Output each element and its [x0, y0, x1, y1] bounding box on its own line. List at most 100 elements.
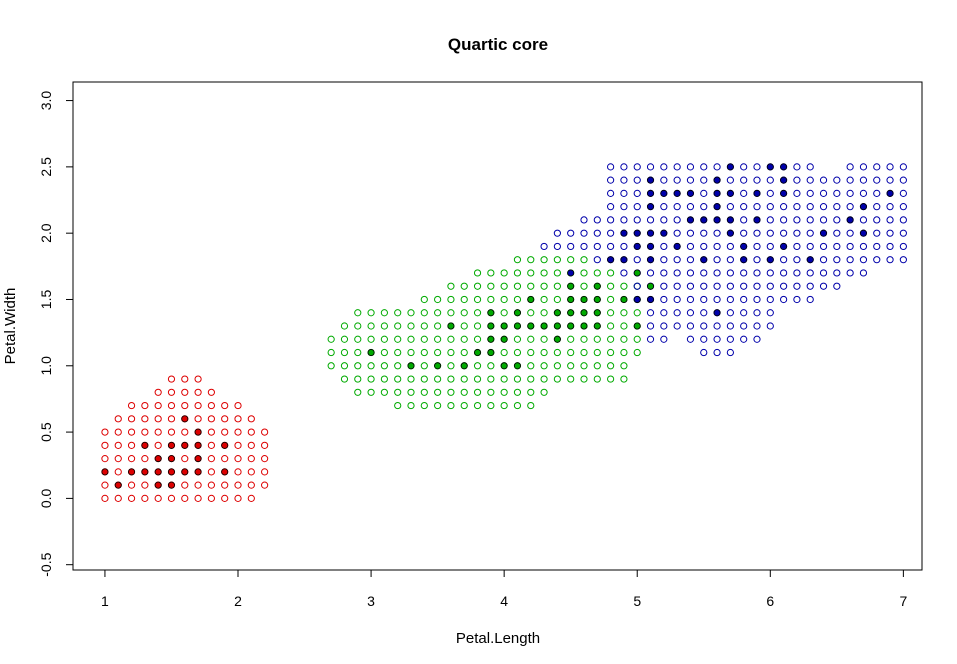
data-point [380, 348, 388, 357]
data-point [553, 362, 561, 370]
data-point-filled [487, 335, 495, 343]
data-point [553, 348, 561, 357]
data-point-filled [859, 229, 867, 237]
data-point [819, 242, 828, 251]
data-point [819, 282, 828, 290]
data-point [354, 375, 362, 383]
data-point [686, 335, 695, 343]
data-point [766, 282, 774, 290]
data-point-filled [620, 295, 628, 303]
data-point [527, 388, 535, 396]
data-point-filled [713, 189, 721, 197]
data-point-filled [447, 322, 455, 330]
data-point [527, 309, 535, 317]
data-point [620, 189, 628, 197]
data-point [540, 242, 548, 251]
data-point [846, 229, 854, 237]
data-point-filled [620, 229, 628, 237]
data-point [540, 269, 548, 277]
data-point [434, 335, 442, 343]
data-point-filled [766, 256, 774, 264]
data-point [607, 189, 615, 197]
data-point [487, 401, 495, 410]
data-point [620, 203, 628, 211]
data-point [713, 322, 721, 330]
data-point [806, 269, 814, 277]
data-point [806, 176, 814, 184]
data-point [394, 388, 402, 396]
data-point [780, 256, 788, 264]
data-point [460, 335, 468, 343]
y-tick-label: 2.5 [38, 157, 54, 177]
data-point [540, 282, 548, 290]
data-point [473, 335, 482, 343]
data-point [460, 309, 468, 317]
data-point [580, 348, 588, 357]
data-point [607, 282, 615, 290]
data-point [833, 176, 841, 184]
data-point [660, 163, 668, 171]
data-point [686, 203, 695, 211]
data-point [447, 309, 455, 317]
data-point [127, 481, 136, 489]
data-point [620, 309, 628, 317]
data-point [567, 229, 575, 237]
data-point-filled [167, 481, 175, 489]
data-point [766, 216, 774, 224]
data-point [394, 348, 402, 357]
data-point [380, 322, 388, 330]
data-point [886, 229, 894, 237]
data-point [154, 494, 162, 502]
data-point [261, 441, 269, 449]
data-point [660, 256, 668, 264]
data-point [607, 203, 615, 211]
data-point [540, 362, 548, 370]
data-point [859, 216, 868, 224]
data-point [553, 229, 561, 237]
data-point-filled [806, 256, 814, 264]
data-point-filled [194, 441, 202, 449]
data-point [394, 335, 402, 343]
data-point [899, 256, 907, 264]
data-point [753, 335, 761, 343]
data-point [846, 256, 854, 264]
data-point [460, 322, 468, 330]
data-point [846, 242, 854, 251]
data-point [340, 375, 349, 383]
data-point [181, 401, 189, 410]
x-tick-label: 2 [234, 593, 242, 609]
y-tick-label: -0.5 [38, 552, 54, 576]
data-point-filled [434, 362, 442, 370]
data-point [873, 242, 881, 251]
data-point [646, 322, 655, 330]
data-point [513, 401, 522, 410]
data-point [633, 256, 641, 264]
data-point-filled [154, 455, 162, 463]
data-point [780, 229, 788, 237]
data-point [194, 415, 202, 423]
data-point [753, 322, 761, 330]
data-point [234, 441, 242, 449]
data-point [447, 388, 455, 396]
data-point [833, 269, 841, 277]
data-point-filled [500, 335, 508, 343]
data-point [460, 282, 468, 290]
data-point [327, 348, 335, 357]
data-point [806, 295, 814, 304]
data-point [500, 282, 508, 290]
data-point-filled [221, 441, 229, 449]
data-point [846, 203, 854, 211]
data-point-filled [553, 322, 561, 330]
data-point [101, 441, 109, 449]
data-point [114, 415, 122, 423]
data-point [194, 494, 202, 502]
data-point [806, 282, 814, 290]
data-point [154, 415, 162, 423]
data-point [407, 335, 415, 343]
data-point [806, 229, 814, 237]
data-point-filled [154, 468, 162, 476]
data-point [886, 216, 894, 224]
data-point [141, 455, 149, 463]
data-point [660, 176, 668, 184]
data-point-filled [700, 256, 708, 264]
